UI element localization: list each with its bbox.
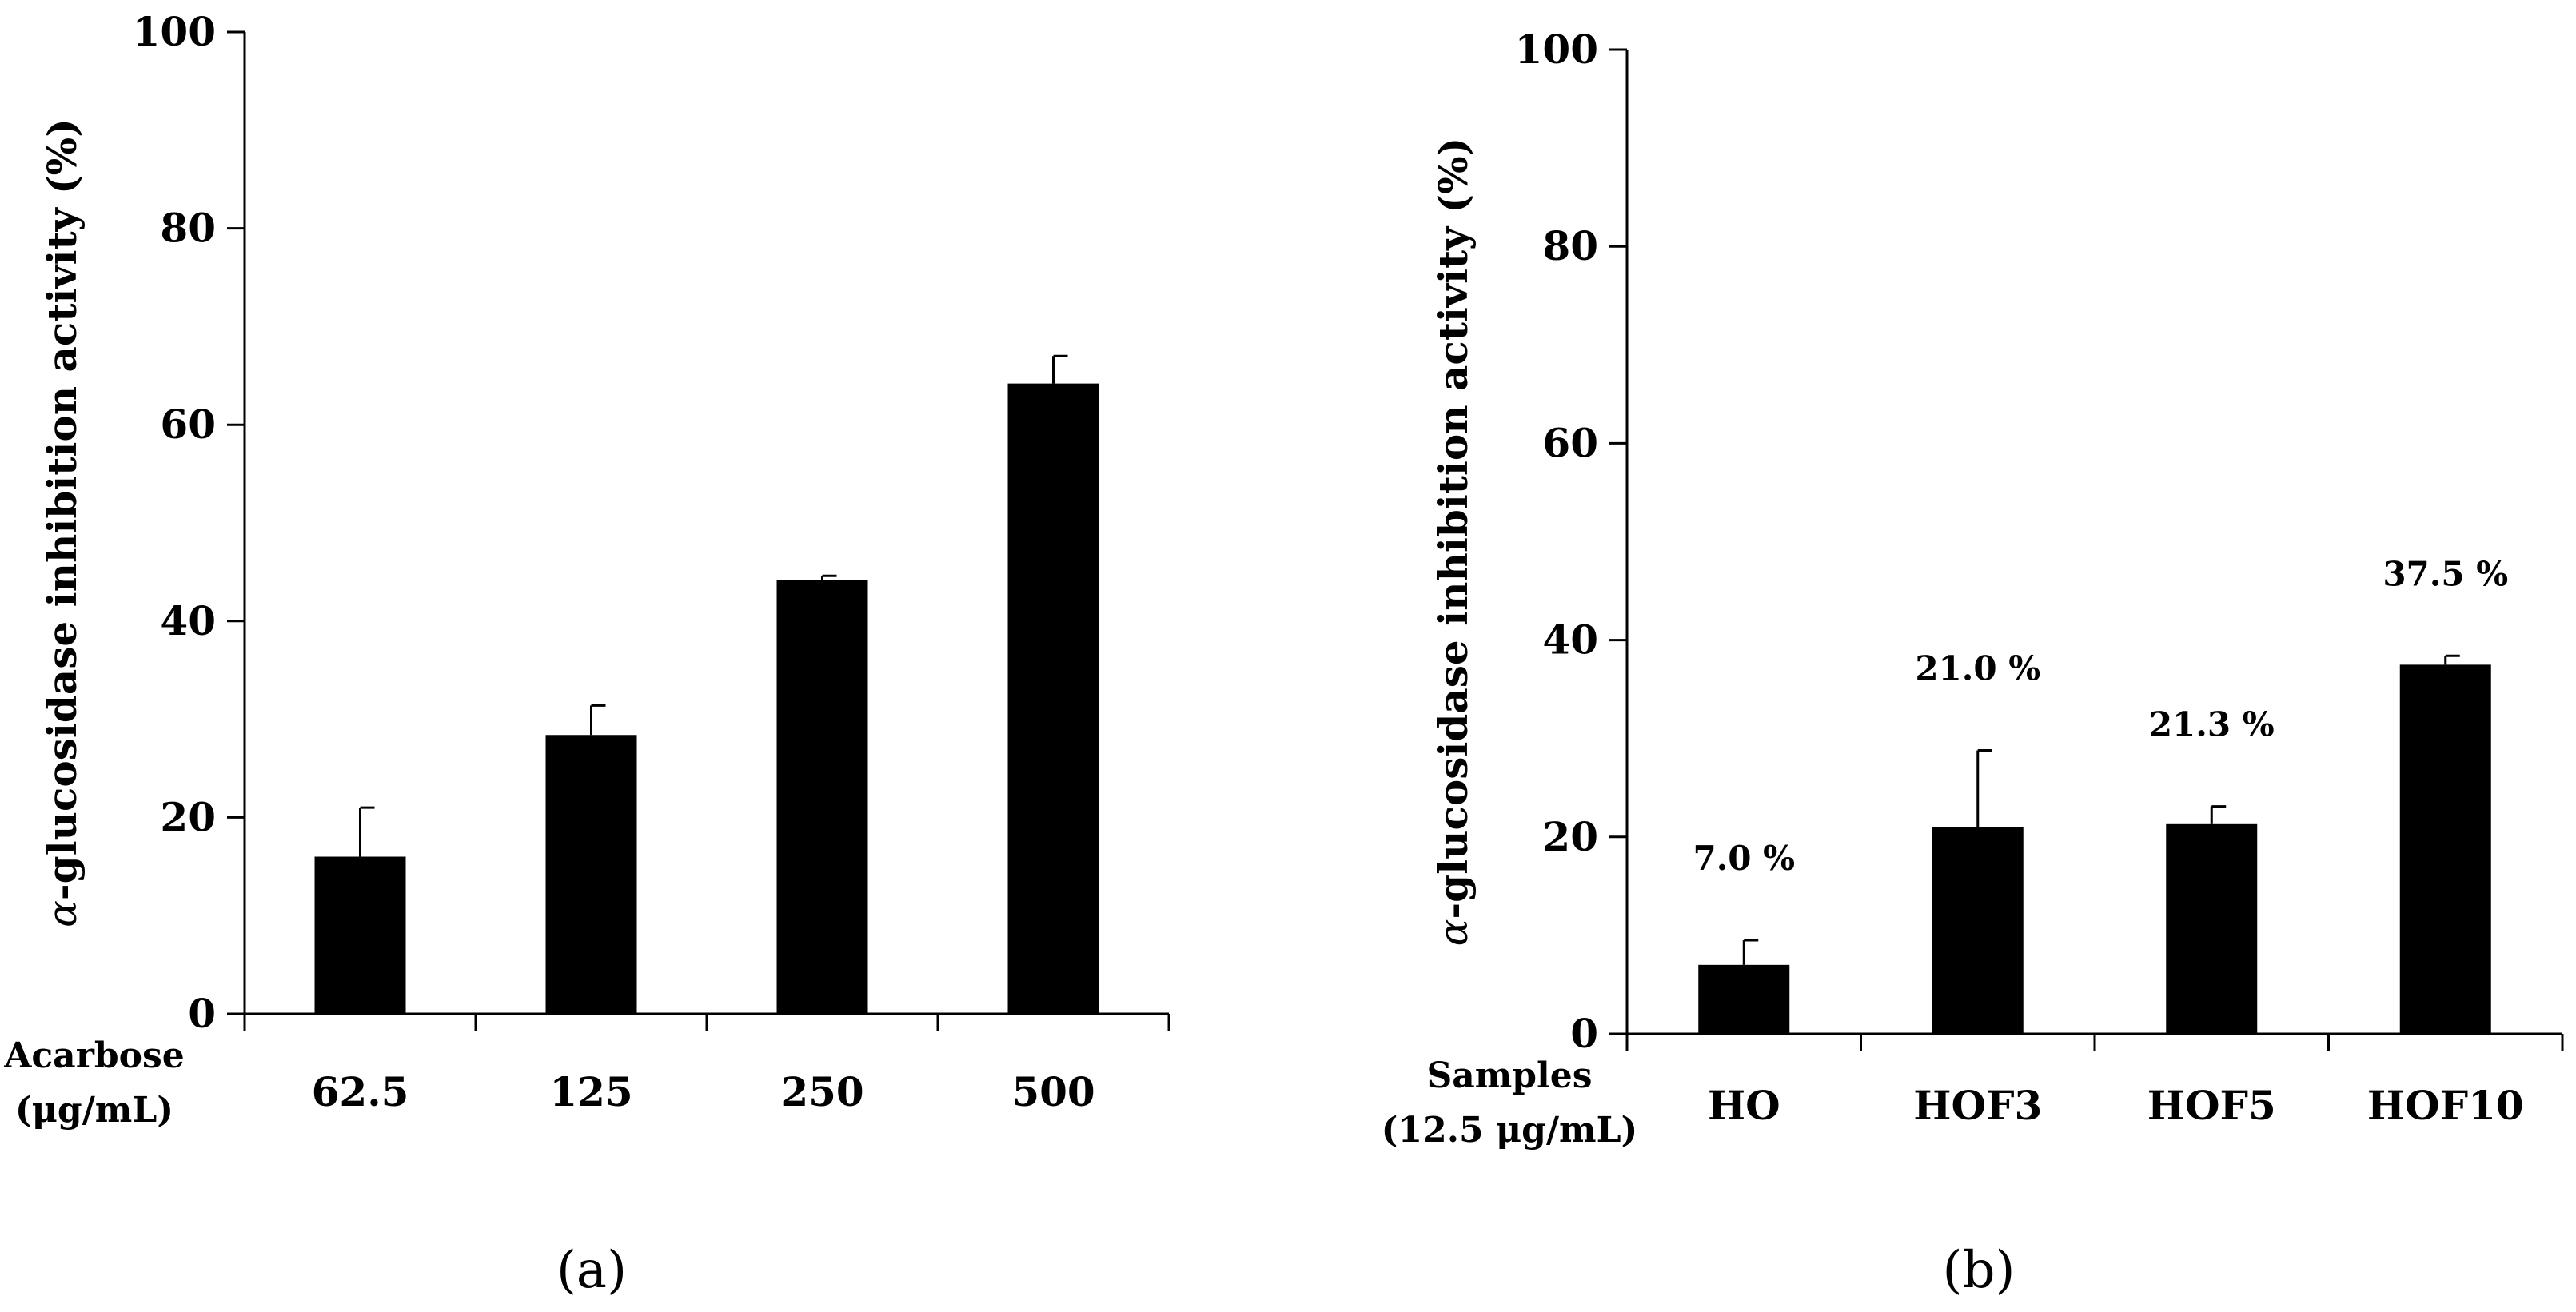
chart-panel-b: 0 20 40 60 80 100 HO 7.0 % HOF3 21.0 % HOF5 21.3 % H… bbox=[1382, 26, 2564, 1300]
y-axis-title-text: -glucosidase inhibition activity (%) bbox=[1430, 138, 1477, 919]
bar-HOF10 bbox=[2399, 664, 2491, 1034]
category-label-500: 500 bbox=[1011, 1068, 1095, 1115]
y-tick-label: 40 bbox=[160, 597, 216, 644]
bar-HOF5 bbox=[2166, 823, 2258, 1034]
y-tick-label: 40 bbox=[1542, 616, 1598, 664]
x-group-label-line1: Acarbose bbox=[3, 1035, 185, 1076]
y-axis-title-greek: α bbox=[39, 900, 86, 927]
y-tick-label: 80 bbox=[160, 205, 216, 252]
y-tick-label: 20 bbox=[1542, 813, 1598, 860]
bar-62.5 bbox=[314, 856, 406, 1014]
panel-label: (a) bbox=[556, 1241, 627, 1300]
bar-HOF3 bbox=[1932, 827, 2024, 1034]
bar-HO bbox=[1698, 964, 1790, 1034]
category-label-HO: HO bbox=[1708, 1082, 1780, 1129]
y-axis-title: α-glucosidase inhibition activity (%) bbox=[1430, 138, 1477, 947]
y-axis-title-text: -glucosidase inhibition activity (%) bbox=[38, 118, 86, 900]
panel-label: (b) bbox=[1943, 1241, 2016, 1300]
x-group-label-line2: (12.5 μg/mL) bbox=[1382, 1110, 1638, 1150]
y-axis-title: α-glucosidase inhibition activity (%) bbox=[38, 118, 86, 927]
y-axis-title-greek: α bbox=[1430, 919, 1477, 947]
y-tick-label: 80 bbox=[1542, 222, 1598, 269]
y-tick-label: 60 bbox=[1542, 419, 1598, 466]
data-label-HOF10: 37.5 % bbox=[2383, 554, 2508, 593]
data-label-HO: 7.0 % bbox=[1693, 839, 1795, 878]
category-label-HOF10: HOF10 bbox=[2367, 1082, 2524, 1129]
category-label-125: 125 bbox=[549, 1068, 632, 1115]
y-tick-label: 0 bbox=[1570, 1010, 1598, 1057]
bar-250 bbox=[776, 580, 868, 1014]
category-label-HOF5: HOF5 bbox=[2147, 1082, 2276, 1129]
category-label-62.5: 62.5 bbox=[312, 1068, 409, 1115]
data-label-HOF3: 21.0 % bbox=[1915, 648, 2040, 688]
y-tick-label: 20 bbox=[160, 793, 216, 840]
y-tick-label: 100 bbox=[1515, 26, 1598, 73]
bar-500 bbox=[1007, 383, 1099, 1014]
y-tick-label: 100 bbox=[133, 8, 216, 55]
x-group-label-line2: (μg/mL) bbox=[15, 1090, 173, 1131]
y-tick-label: 60 bbox=[160, 401, 216, 448]
bar-125 bbox=[545, 735, 637, 1014]
chart-panel-a: 0 20 40 60 80 100 62.5 125 250 500 α-glucosidase i… bbox=[3, 8, 1170, 1300]
x-group-label-line1: Samples bbox=[1426, 1055, 1592, 1096]
category-label-250: 250 bbox=[780, 1068, 863, 1115]
category-label-HOF3: HOF3 bbox=[1913, 1082, 2042, 1129]
data-label-HOF5: 21.3 % bbox=[2149, 705, 2275, 744]
y-tick-label: 0 bbox=[188, 990, 216, 1037]
